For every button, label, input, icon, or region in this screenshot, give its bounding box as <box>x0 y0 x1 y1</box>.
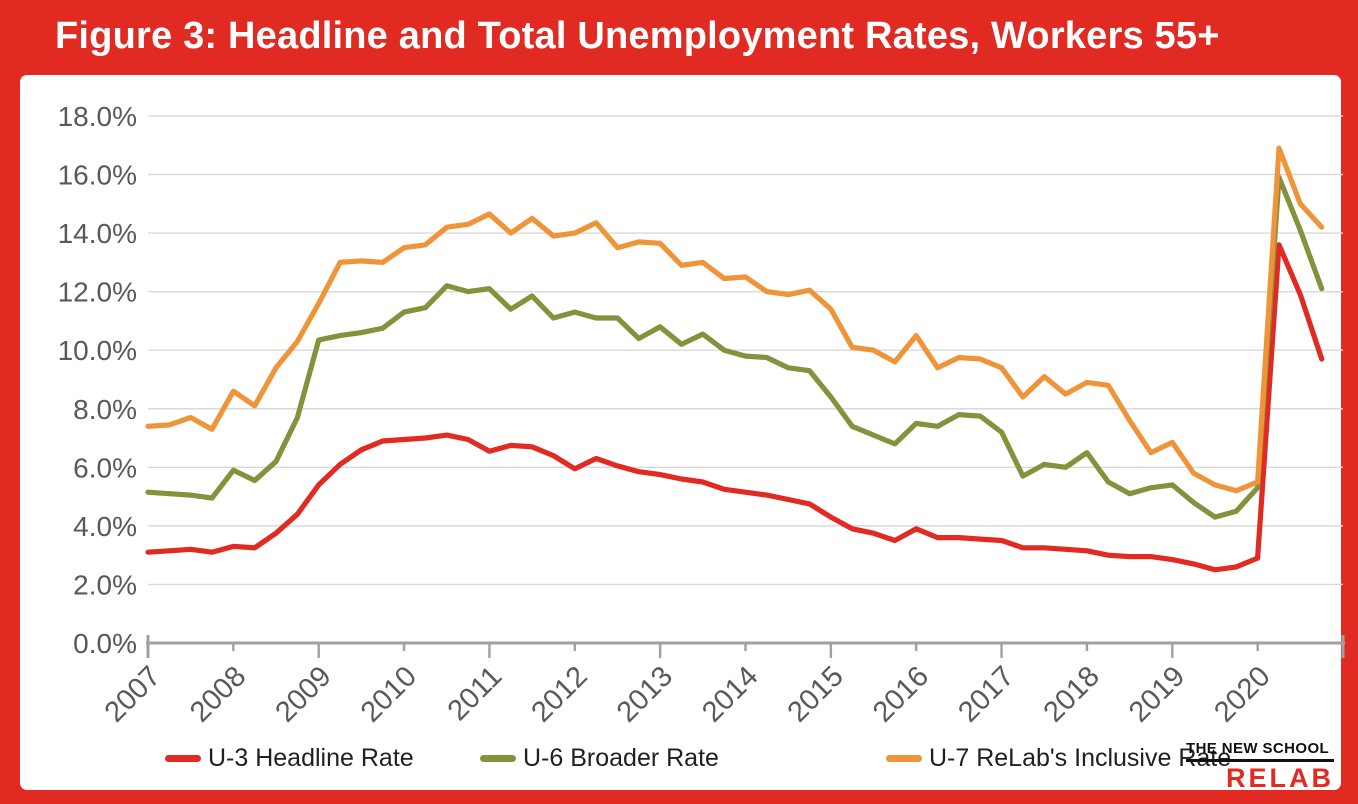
y-axis-label: 12.0% <box>58 277 137 308</box>
x-axis-label: 2011 <box>442 660 509 727</box>
y-axis-label: 16.0% <box>58 160 137 191</box>
x-axis-label: 2019 <box>1123 660 1191 728</box>
y-axis-label: 10.0% <box>58 335 137 366</box>
x-axis-label: 2020 <box>1208 660 1276 728</box>
y-axis-label: 2.0% <box>73 569 137 600</box>
x-axis-label: 2010 <box>355 660 423 728</box>
y-axis-label: 6.0% <box>73 452 137 483</box>
chart-panel <box>20 75 1341 790</box>
y-axis-label: 18.0% <box>58 101 137 132</box>
x-axis-label: 2008 <box>184 660 252 728</box>
x-axis-label: 2016 <box>867 660 935 728</box>
x-axis-label: 2014 <box>696 660 764 728</box>
x-axis-label: 2017 <box>952 660 1020 728</box>
series-line-u7 <box>145 145 1325 494</box>
x-axis-label: 2007 <box>99 660 167 728</box>
y-axis-label: 8.0% <box>73 394 137 425</box>
y-axis-label: 14.0% <box>58 218 137 249</box>
x-axis-label: 2013 <box>611 660 679 728</box>
title-bar: Figure 3: Headline and Total Unemploymen… <box>0 0 1358 75</box>
x-axis-label: 2009 <box>269 660 337 728</box>
y-axis-label: 0.0% <box>73 628 137 659</box>
y-axis-label: 4.0% <box>73 511 137 542</box>
series-line-u3 <box>145 242 1325 573</box>
series-line-u6 <box>145 174 1325 520</box>
x-axis-label: 2018 <box>1038 660 1106 728</box>
x-axis-label: 2015 <box>782 660 850 728</box>
x-axis-label: 2012 <box>525 660 593 728</box>
figure-title: Figure 3: Headline and Total Unemploymen… <box>55 14 1220 57</box>
